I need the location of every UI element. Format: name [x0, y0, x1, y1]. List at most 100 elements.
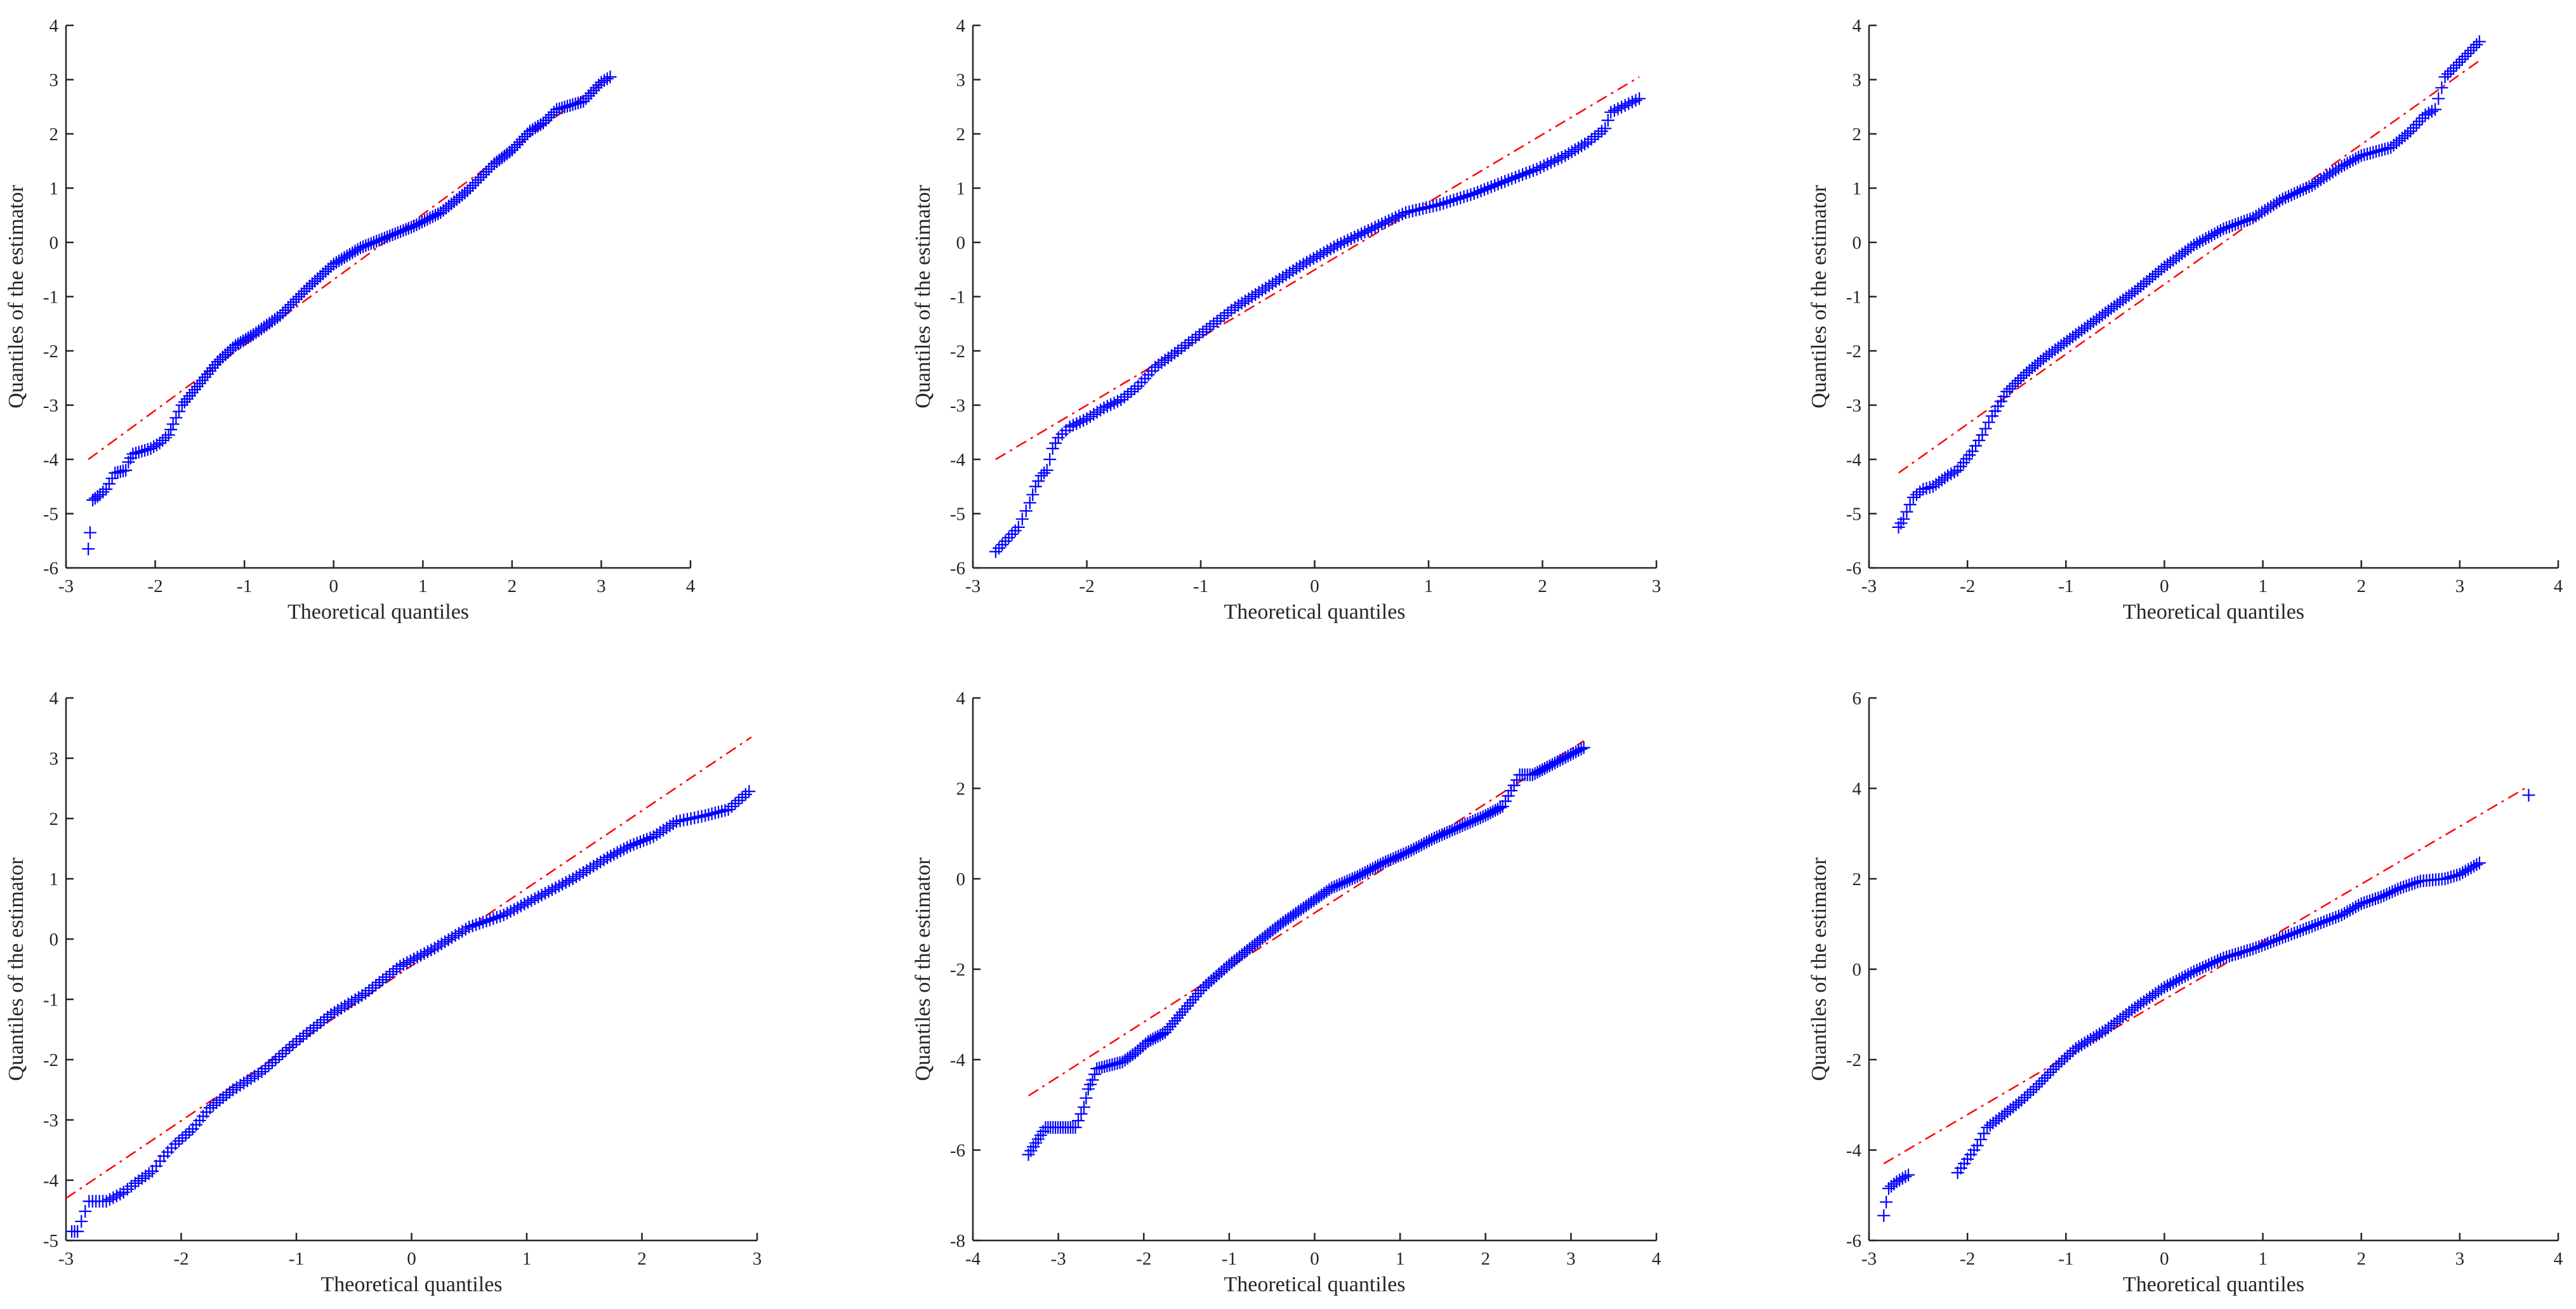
data-point [2061, 1049, 2074, 1063]
data-point [331, 1004, 345, 1017]
data-point [1438, 827, 1451, 840]
data-point [324, 1008, 338, 1021]
data-point [472, 173, 485, 187]
y-tick-label: 0 [1853, 960, 1862, 980]
data-point [2363, 894, 2377, 907]
data-point [718, 804, 732, 817]
data-point [650, 828, 663, 841]
data-point [1307, 252, 1320, 265]
data-point [1375, 217, 1389, 230]
data-point [164, 423, 178, 436]
data-point [2176, 971, 2189, 985]
data-point [459, 923, 472, 936]
data-point [1481, 181, 1495, 195]
data-point [526, 123, 539, 136]
data-point [198, 371, 211, 384]
data-point [999, 534, 1012, 548]
data-point [1440, 195, 1453, 209]
data-point [2429, 103, 2442, 116]
x-tick-label: -1 [289, 1249, 304, 1269]
y-tick-label: 0 [50, 930, 59, 950]
data-point [153, 437, 166, 450]
data-point [2238, 214, 2251, 228]
data-point [2211, 225, 2224, 239]
data-point [2470, 38, 2483, 51]
data-point [2000, 385, 2014, 398]
data-point [2240, 213, 2254, 227]
x-tick-label: -2 [1960, 576, 1975, 596]
data-point [2211, 954, 2224, 967]
data-point [329, 256, 343, 269]
data-point [1002, 531, 1015, 544]
data-point [2368, 892, 2382, 905]
data-point [2332, 909, 2346, 923]
data-point [102, 477, 116, 490]
data-point [563, 874, 576, 887]
data-point [1969, 439, 1983, 452]
data-point [298, 284, 311, 298]
data-point [335, 253, 348, 266]
data-point [1453, 820, 1467, 834]
data-point [383, 968, 397, 981]
data-point [1114, 393, 1128, 406]
data-point [1595, 124, 1608, 138]
data-point [1446, 824, 1459, 837]
data-point [1450, 192, 1463, 206]
x-tick-label: -2 [1136, 1249, 1151, 1269]
x-tick-label: 2 [508, 576, 517, 596]
data-point [680, 813, 694, 826]
y-tick-label: -6 [950, 1141, 965, 1161]
x-tick-label: 4 [2554, 576, 2563, 596]
y-tick-label: -4 [1846, 450, 1862, 470]
data-point [2017, 369, 2030, 382]
data-point [223, 1086, 236, 1099]
x-tick-label: -3 [965, 576, 981, 596]
data-point [357, 240, 370, 253]
data-point [190, 380, 204, 393]
data-point [556, 878, 569, 891]
data-point [2055, 1055, 2068, 1068]
x-axis-label: Theoretical quantiles [2123, 1273, 2304, 1296]
data-point [1568, 143, 1582, 157]
data-point [1293, 260, 1307, 273]
data-point [2456, 866, 2469, 879]
data-point [2235, 216, 2248, 229]
data-point [518, 897, 531, 911]
data-point [423, 211, 437, 225]
x-tick-label: -2 [1079, 576, 1094, 596]
data-point [100, 1195, 113, 1208]
data-point [128, 1176, 142, 1190]
data-point [203, 1102, 216, 1114]
y-tick-label: 4 [1853, 16, 1862, 36]
y-tick-label: -5 [950, 504, 965, 525]
data-point [1168, 346, 1181, 360]
data-point [1569, 745, 1583, 758]
data-point [1556, 752, 1569, 765]
y-tick-label: 1 [50, 869, 59, 890]
data-point [1161, 351, 1175, 364]
data-point [2374, 890, 2388, 904]
data-point [590, 857, 604, 871]
data-point [1043, 453, 1057, 466]
x-tick-label: 2 [2356, 576, 2366, 596]
data-point [2302, 921, 2316, 934]
data-point [338, 251, 351, 264]
data-point [2243, 213, 2257, 226]
data-point [640, 832, 654, 846]
data-point [1358, 225, 1371, 239]
data-point [633, 835, 647, 848]
data-point [2256, 939, 2269, 952]
data-point [2473, 35, 2486, 48]
data-point [539, 886, 552, 900]
data-point [2161, 979, 2174, 992]
data-point [1382, 214, 1396, 227]
y-tick-label: -1 [1846, 287, 1861, 308]
data-point [79, 1205, 92, 1218]
data-point [1279, 268, 1293, 282]
data-point [2012, 1096, 2026, 1109]
data-point [2187, 965, 2200, 978]
data-point [1562, 147, 1575, 161]
data-point [380, 970, 393, 983]
x-tick-label: 0 [1310, 1249, 1319, 1269]
data-point [1407, 842, 1420, 855]
